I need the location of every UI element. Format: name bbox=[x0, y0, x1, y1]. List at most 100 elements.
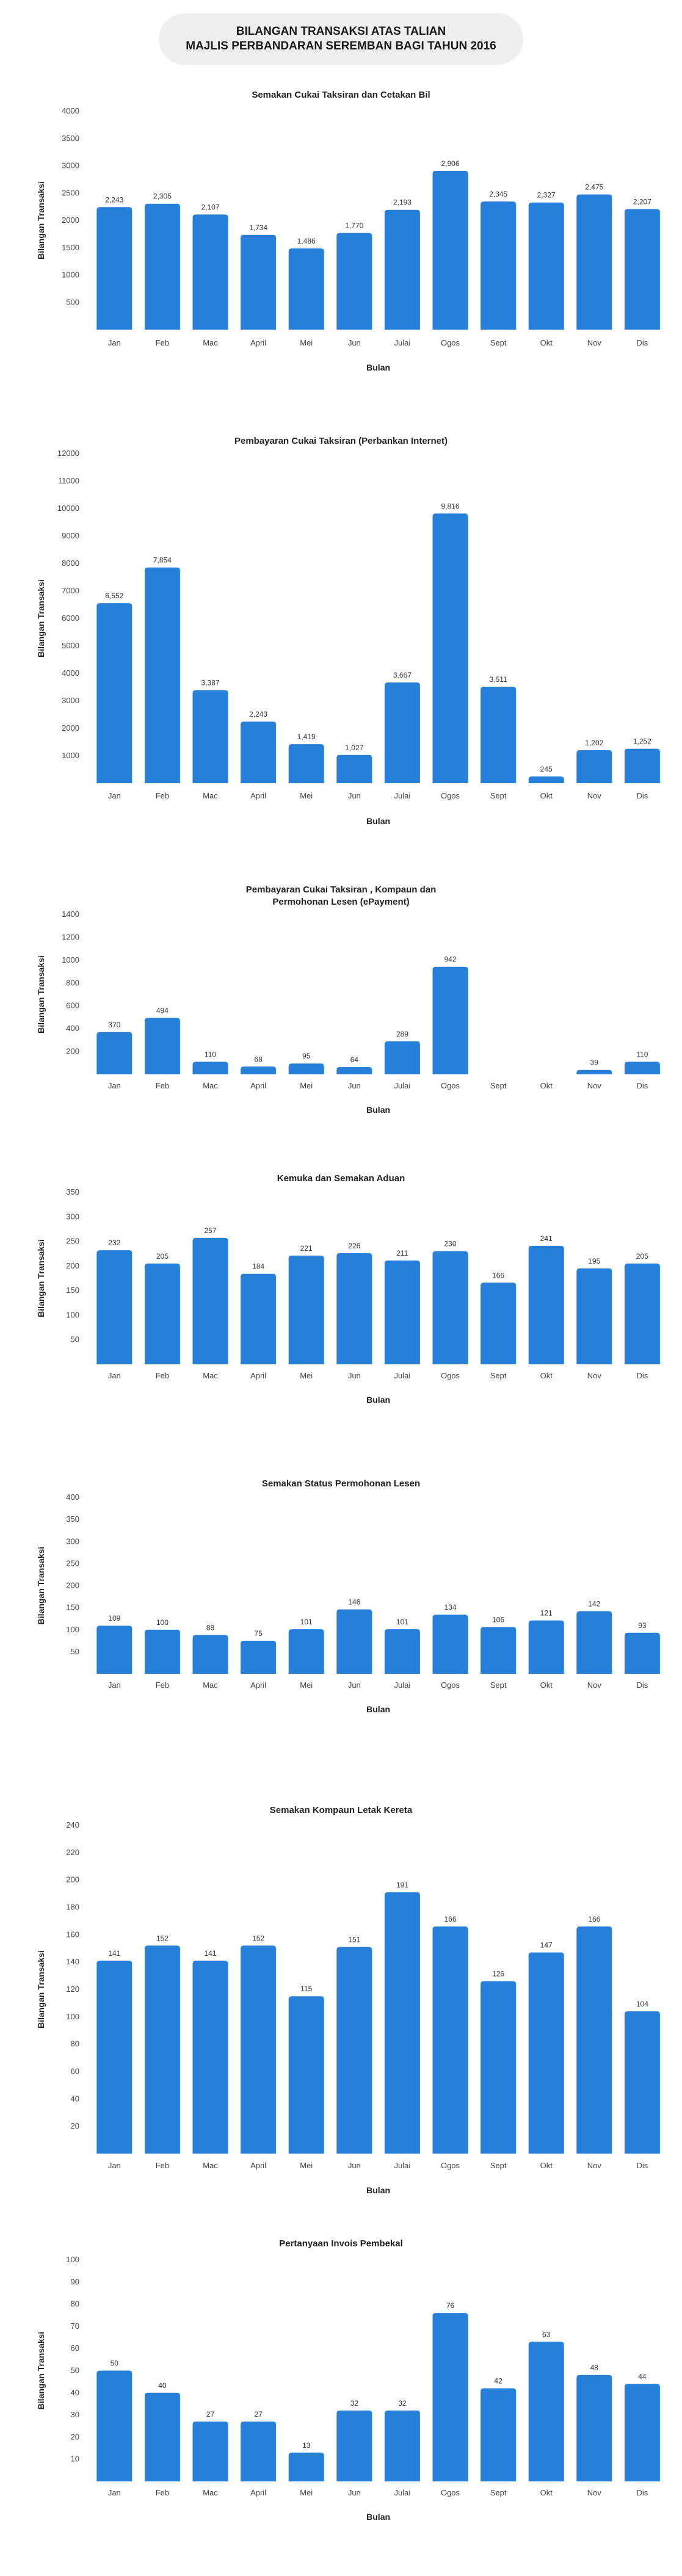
data-label: 1,734 bbox=[249, 223, 267, 232]
data-label: 3,511 bbox=[490, 675, 507, 684]
x-tick-label: Okt bbox=[540, 1681, 553, 1690]
y-tick-label: 200 bbox=[66, 1875, 79, 1884]
x-tick-label: Sept bbox=[490, 1681, 507, 1690]
data-label: 184 bbox=[252, 1262, 264, 1271]
x-tick-label: Sept bbox=[490, 2488, 507, 2497]
y-tick-label: 3000 bbox=[62, 161, 79, 170]
bar-mei bbox=[288, 1063, 324, 1074]
bar-nov bbox=[576, 1069, 612, 1074]
x-tick-label: Mei bbox=[300, 338, 313, 347]
bar-jan bbox=[96, 2370, 132, 2481]
bar-julai bbox=[384, 209, 420, 330]
data-label: 134 bbox=[444, 1603, 456, 1612]
bar-jun bbox=[336, 1253, 372, 1364]
x-tick-label: Jun bbox=[348, 1681, 361, 1690]
y-tick-label: 350 bbox=[66, 1514, 79, 1524]
y-tick-label: 100 bbox=[66, 2255, 79, 2264]
y-tick-label: 250 bbox=[66, 1558, 79, 1568]
x-tick-label: Jan bbox=[108, 2161, 121, 2170]
y-tick-label: 40 bbox=[71, 2094, 79, 2103]
x-tick-label: Mei bbox=[300, 791, 313, 800]
x-axis-title: Bulan bbox=[366, 2512, 390, 2522]
data-label: 191 bbox=[396, 1881, 408, 1889]
x-tick-label: Feb bbox=[156, 1371, 169, 1380]
y-tick-label: 180 bbox=[66, 1903, 79, 1912]
bar-sept bbox=[481, 1283, 517, 1364]
x-tick-label: Okt bbox=[540, 1081, 553, 1090]
chart-title: Semakan Cukai Taksiran dan Cetakan Bil bbox=[252, 90, 430, 100]
y-tick-label: 40 bbox=[71, 2388, 79, 2397]
x-tick-label: Okt bbox=[540, 338, 553, 347]
y-tick-label: 350 bbox=[66, 1187, 79, 1196]
bar-okt bbox=[528, 776, 564, 783]
y-tick-label: 1000 bbox=[62, 270, 79, 280]
data-label: 95 bbox=[302, 1052, 311, 1060]
bar-julai bbox=[384, 2410, 420, 2481]
bar-jan bbox=[96, 1626, 132, 1674]
bar-jan bbox=[96, 1960, 132, 2154]
y-tick-label: 11000 bbox=[58, 476, 79, 485]
data-label: 50 bbox=[111, 2359, 119, 2368]
data-label: 3,387 bbox=[201, 679, 219, 687]
bar-sept bbox=[481, 1981, 517, 2154]
data-label: 13 bbox=[302, 2441, 311, 2450]
y-tick-label: 140 bbox=[66, 1957, 79, 1966]
data-label: 40 bbox=[158, 2381, 167, 2390]
bar-feb bbox=[144, 1945, 180, 2154]
bar-mei bbox=[288, 2452, 324, 2481]
data-label: 166 bbox=[444, 1915, 456, 1923]
data-label: 2,475 bbox=[585, 183, 603, 191]
bar-okt bbox=[528, 202, 564, 330]
y-tick-label: 3500 bbox=[62, 134, 79, 143]
x-tick-label: Okt bbox=[540, 2161, 553, 2170]
y-axis-title: Bilangan Transaksi bbox=[36, 1950, 46, 2028]
x-tick-label: Julai bbox=[394, 1681, 411, 1690]
x-tick-label: Jun bbox=[348, 2161, 361, 2170]
y-tick-label: 6000 bbox=[62, 613, 79, 623]
x-tick-label: Mac bbox=[203, 1681, 218, 1690]
x-tick-label: Nov bbox=[587, 791, 602, 800]
bar-april bbox=[241, 1066, 277, 1074]
data-label: 109 bbox=[108, 1614, 120, 1623]
x-tick-label: Mei bbox=[300, 1681, 313, 1690]
data-label: 1,486 bbox=[297, 237, 316, 245]
data-label: 942 bbox=[444, 955, 456, 964]
chart-title: Permohonan Lesen (ePayment) bbox=[272, 897, 409, 907]
bar-jan bbox=[96, 603, 132, 783]
data-label: 195 bbox=[588, 1257, 600, 1265]
bar-mei bbox=[288, 1996, 324, 2154]
x-tick-label: Julai bbox=[394, 1081, 411, 1090]
x-tick-label: Dis bbox=[637, 338, 648, 347]
y-tick-label: 400 bbox=[66, 1024, 79, 1033]
x-tick-label: Dis bbox=[637, 1081, 648, 1090]
y-tick-label: 80 bbox=[71, 2039, 79, 2049]
y-tick-label: 200 bbox=[66, 1047, 79, 1056]
data-label: 142 bbox=[588, 1599, 600, 1608]
y-tick-label: 2000 bbox=[62, 215, 79, 225]
x-tick-label: Nov bbox=[587, 1081, 602, 1090]
data-label: 44 bbox=[638, 2372, 647, 2381]
x-tick-label: Mac bbox=[203, 2161, 218, 2170]
bar-ogos bbox=[432, 1615, 468, 1674]
chart-kemuka-aduan: Kemuka dan Semakan Aduan 50 100 150 200 250 30… bbox=[36, 1173, 660, 1405]
data-label: 245 bbox=[540, 765, 553, 773]
y-axis-title: Bilangan Transaksi bbox=[36, 1547, 46, 1625]
bar-feb bbox=[144, 1629, 180, 1674]
data-label: 32 bbox=[398, 2399, 407, 2408]
x-tick-label: Julai bbox=[394, 2161, 411, 2170]
chart-title: Pertanyaan Invois Pembekal bbox=[279, 2238, 403, 2249]
data-label: 257 bbox=[204, 1226, 216, 1235]
x-tick-label: Sept bbox=[490, 1081, 507, 1090]
y-tick-label: 200 bbox=[66, 1261, 79, 1270]
data-label: 289 bbox=[396, 1030, 408, 1038]
data-label: 63 bbox=[542, 2330, 551, 2339]
data-label: 88 bbox=[206, 1623, 215, 1632]
x-tick-label: April bbox=[250, 791, 266, 800]
x-tick-label: Okt bbox=[540, 2488, 553, 2497]
y-tick-label: 70 bbox=[71, 2321, 79, 2331]
y-tick-label: 240 bbox=[66, 1820, 79, 1829]
y-tick-label: 50 bbox=[71, 1647, 79, 1656]
bar-ogos bbox=[432, 2313, 468, 2481]
data-label: 6,552 bbox=[105, 592, 123, 600]
data-label: 1,419 bbox=[297, 733, 316, 741]
